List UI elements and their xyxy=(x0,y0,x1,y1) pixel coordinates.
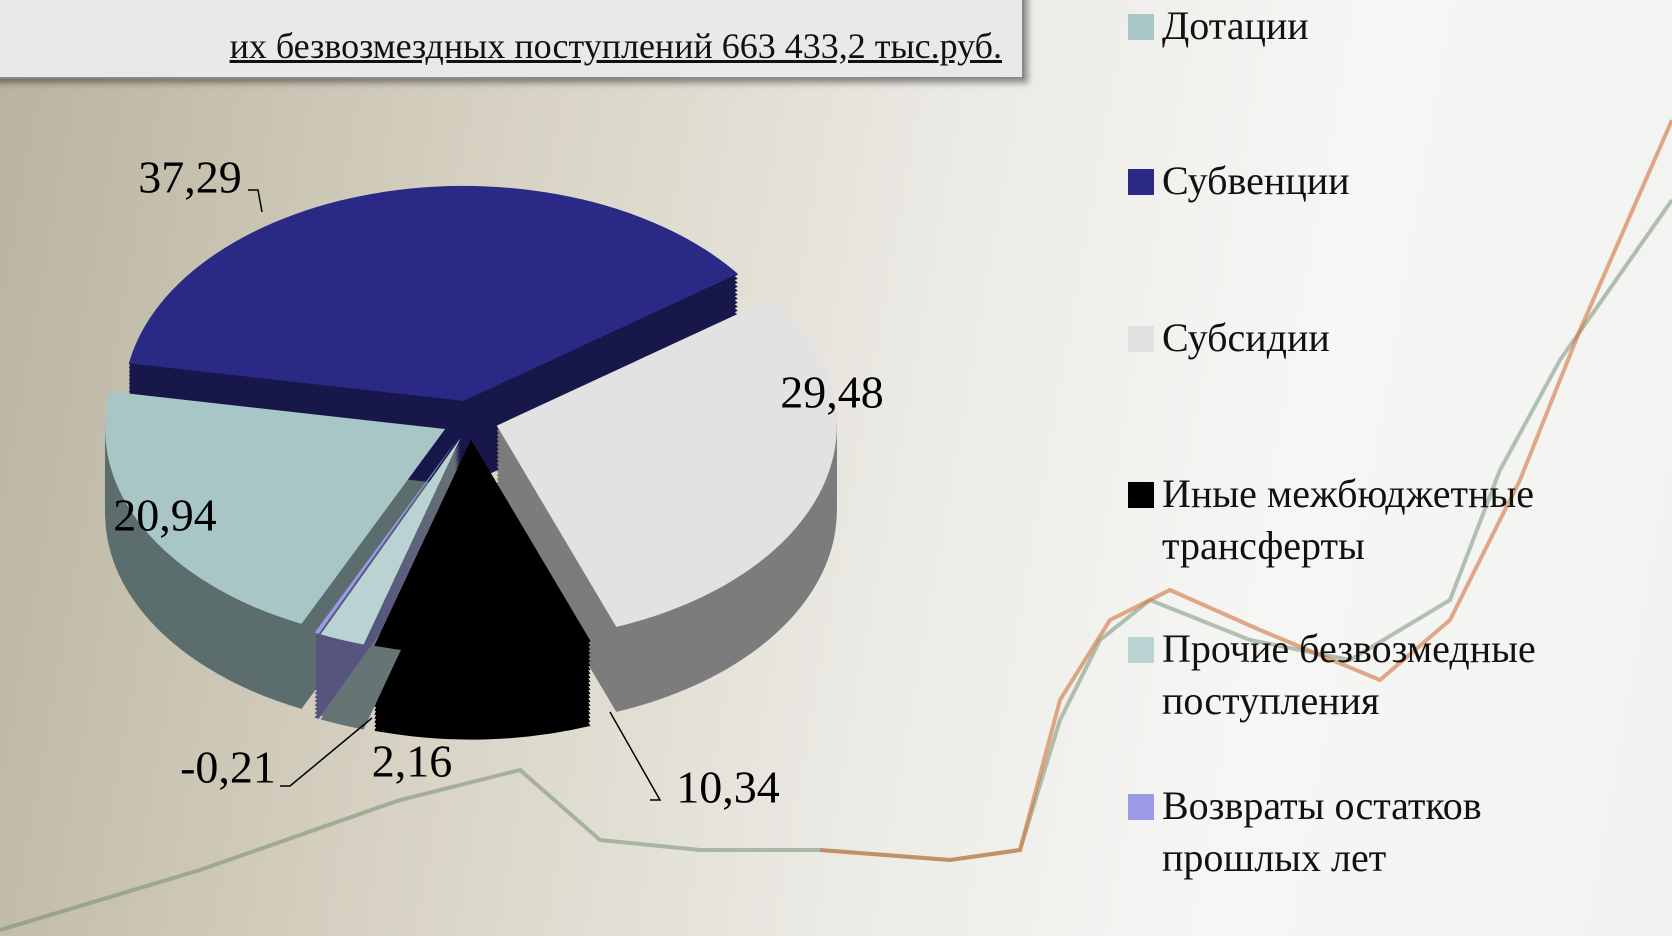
slice xyxy=(320,438,461,645)
legend-marker xyxy=(1128,482,1154,508)
legend-label: Иные межбюджетные трансферты xyxy=(1162,471,1535,568)
legend-item: Субвенции xyxy=(1128,155,1548,207)
legend-label: Возвраты остатков прошлых лет xyxy=(1162,783,1482,880)
slice xyxy=(374,439,591,655)
leader-line xyxy=(248,189,263,213)
legend-label: Прочие безвозмедные поступления xyxy=(1162,626,1536,723)
legend-item: Дотации xyxy=(1128,0,1548,52)
data-label: 2,16 xyxy=(372,736,453,787)
legend-item: Иные межбюджетные трансферты xyxy=(1128,468,1548,572)
legend-marker xyxy=(1128,169,1154,195)
legend-item: Субсидии xyxy=(1128,312,1548,364)
legend-label: Дотации xyxy=(1162,3,1309,48)
legend-item: Прочие безвозмедные поступления xyxy=(1128,623,1548,727)
title-box: их безвозмездных поступлений 663 433,2 т… xyxy=(0,0,1024,79)
data-label: -0,21 xyxy=(180,742,276,793)
slice xyxy=(496,298,837,627)
legend-marker xyxy=(1128,637,1154,663)
background-decoration xyxy=(819,119,1672,863)
legend-marker xyxy=(1128,14,1154,40)
legend-label: Субсидии xyxy=(1162,315,1330,360)
data-label: 37,29 xyxy=(138,152,242,203)
chart-title: их безвозмездных поступлений 663 433,2 т… xyxy=(229,26,1002,66)
slice xyxy=(105,391,446,624)
data-label: 10,34 xyxy=(676,762,780,813)
legend-item: Возвраты остатков прошлых лет xyxy=(1128,780,1548,884)
legend-label: Субвенции xyxy=(1162,158,1350,203)
legend-marker xyxy=(1128,326,1154,352)
leader-line xyxy=(280,717,373,787)
legend-marker xyxy=(1128,794,1154,820)
background-decoration xyxy=(0,198,1672,932)
data-label: 29,48 xyxy=(780,367,884,418)
leader-line xyxy=(609,711,662,801)
slice xyxy=(128,185,738,401)
slice xyxy=(314,437,459,634)
data-label: 20,94 xyxy=(113,490,217,541)
